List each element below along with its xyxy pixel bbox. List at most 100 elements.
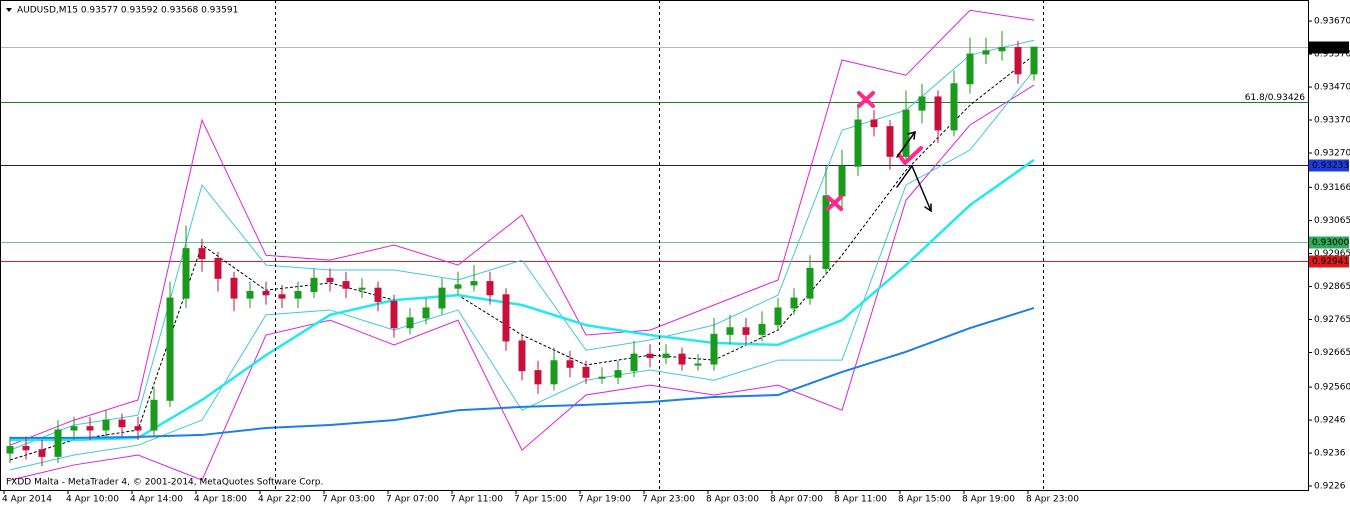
- plot-border: [0, 0, 1309, 491]
- cross-mark: [857, 91, 875, 108]
- x-tick-label: 8 Apr 23:00: [1026, 495, 1079, 505]
- y-tick-label: 0.93370: [1314, 116, 1350, 126]
- y-tick-label: 0.92560: [1314, 383, 1350, 393]
- x-tick-label: 8 Apr 15:00: [898, 495, 951, 505]
- x-tick-label: 4 Apr 18:00: [194, 495, 247, 505]
- candle-body: [86, 426, 94, 431]
- candle-body: [390, 300, 398, 329]
- candle-body: [262, 290, 270, 296]
- y-tick-label: 0.92965: [1314, 249, 1350, 259]
- y-tick-label: 0.92665: [1314, 348, 1350, 358]
- candle-body: [70, 426, 78, 431]
- y-tick-label: 0.93470: [1314, 83, 1350, 93]
- price-box: [1309, 41, 1349, 54]
- candle-body: [422, 307, 430, 319]
- plot: [0, 9, 1308, 481]
- candle-body: [518, 340, 526, 372]
- indicator-line: [10, 158, 1035, 442]
- y-tick-label: 0.9226: [1314, 482, 1346, 492]
- candle-body: [550, 360, 558, 385]
- x-tick-label: 7 Apr 11:00: [450, 495, 503, 505]
- candle-body: [22, 445, 30, 451]
- candle-body: [646, 353, 654, 358]
- y-tick-label: 0.9236: [1314, 449, 1346, 459]
- candle-body: [662, 353, 670, 358]
- x-tick-label: 7 Apr 07:00: [386, 495, 439, 505]
- candle-body: [822, 195, 830, 269]
- x-tick-label: 4 Apr 14:00: [130, 495, 183, 505]
- candle-body: [966, 53, 974, 85]
- x-tick-label: 8 Apr 07:00: [770, 495, 823, 505]
- candle-body: [1014, 46, 1022, 75]
- y-tick-label: 0.93166: [1314, 183, 1350, 193]
- candle-body: [374, 287, 382, 302]
- candle-body: [310, 277, 318, 292]
- candle-body: [38, 449, 46, 457]
- y-tick-label: 0.93270: [1314, 149, 1350, 159]
- indicator-line: [9, 39, 1035, 451]
- candle-body: [774, 307, 782, 325]
- candle-body: [726, 327, 734, 335]
- x-tick-label: 8 Apr 03:00: [706, 495, 759, 505]
- price-label: 0.93000: [1312, 238, 1349, 248]
- candle-body: [214, 258, 222, 279]
- y-tick-label: 0.93670: [1314, 17, 1350, 27]
- candle-body: [102, 419, 110, 431]
- price-box: [1309, 255, 1349, 268]
- y-tick-label: 0.9246: [1314, 416, 1346, 426]
- candle-body: [182, 248, 190, 299]
- candle-body: [326, 277, 334, 283]
- candle-body: [742, 327, 750, 335]
- candle-body: [886, 126, 894, 157]
- candle-body: [534, 370, 542, 385]
- x-tick-label: 4 Apr 2014: [2, 495, 52, 505]
- price-box: [1309, 236, 1349, 249]
- candle-body: [630, 353, 638, 372]
- x-tick-label: 7 Apr 23:00: [642, 495, 695, 505]
- annotations: [826, 91, 932, 213]
- candle-body: [1030, 46, 1038, 75]
- candle-body: [934, 96, 942, 131]
- footer: FXDD Malta - MetaTrader 4, © 2001-2014, …: [6, 478, 323, 488]
- x-tick-label: 8 Apr 19:00: [962, 495, 1015, 505]
- candle-body: [950, 83, 958, 131]
- candle-body: [406, 317, 414, 329]
- price-label: 0.93591: [1312, 43, 1349, 53]
- candle-body: [166, 297, 174, 401]
- x-tick-label: 4 Apr 10:00: [66, 495, 119, 505]
- candle-body: [598, 376, 606, 379]
- candle-body: [854, 119, 862, 167]
- menu-arrow: [6, 8, 12, 12]
- candle-body: [582, 366, 590, 378]
- candle-body: [806, 267, 814, 299]
- candle-body: [918, 96, 926, 111]
- candle-body: [694, 363, 702, 366]
- candle-body: [998, 46, 1006, 52]
- candle-body: [230, 277, 238, 299]
- price-label: 0.92941: [1312, 257, 1349, 267]
- y-tick-label: 0.92865: [1314, 282, 1350, 292]
- candle-body: [502, 294, 510, 342]
- candle-body: [342, 281, 350, 289]
- indicator-line: [9, 9, 1035, 446]
- x-tick-label: 7 Apr 15:00: [514, 495, 567, 505]
- candle-body: [358, 287, 366, 290]
- candle-body: [470, 281, 478, 286]
- price-box: [1309, 159, 1349, 172]
- candle-body: [486, 281, 494, 296]
- cross-mark: [826, 195, 843, 211]
- level-label: 61.8/0.93426: [1245, 93, 1306, 103]
- indicator-line: [10, 307, 1035, 439]
- x-tick-label: 8 Apr 11:00: [834, 495, 887, 505]
- candle-body: [438, 287, 446, 309]
- x-tick-label: 7 Apr 03:00: [322, 495, 375, 505]
- y-tick-label: 0.93570: [1314, 50, 1350, 60]
- candle-body: [294, 290, 302, 299]
- candle-body: [790, 297, 798, 309]
- candle-body: [566, 360, 574, 368]
- price-label: 0.93233: [1312, 161, 1349, 171]
- arrows: [896, 130, 932, 213]
- candle-body: [614, 370, 622, 378]
